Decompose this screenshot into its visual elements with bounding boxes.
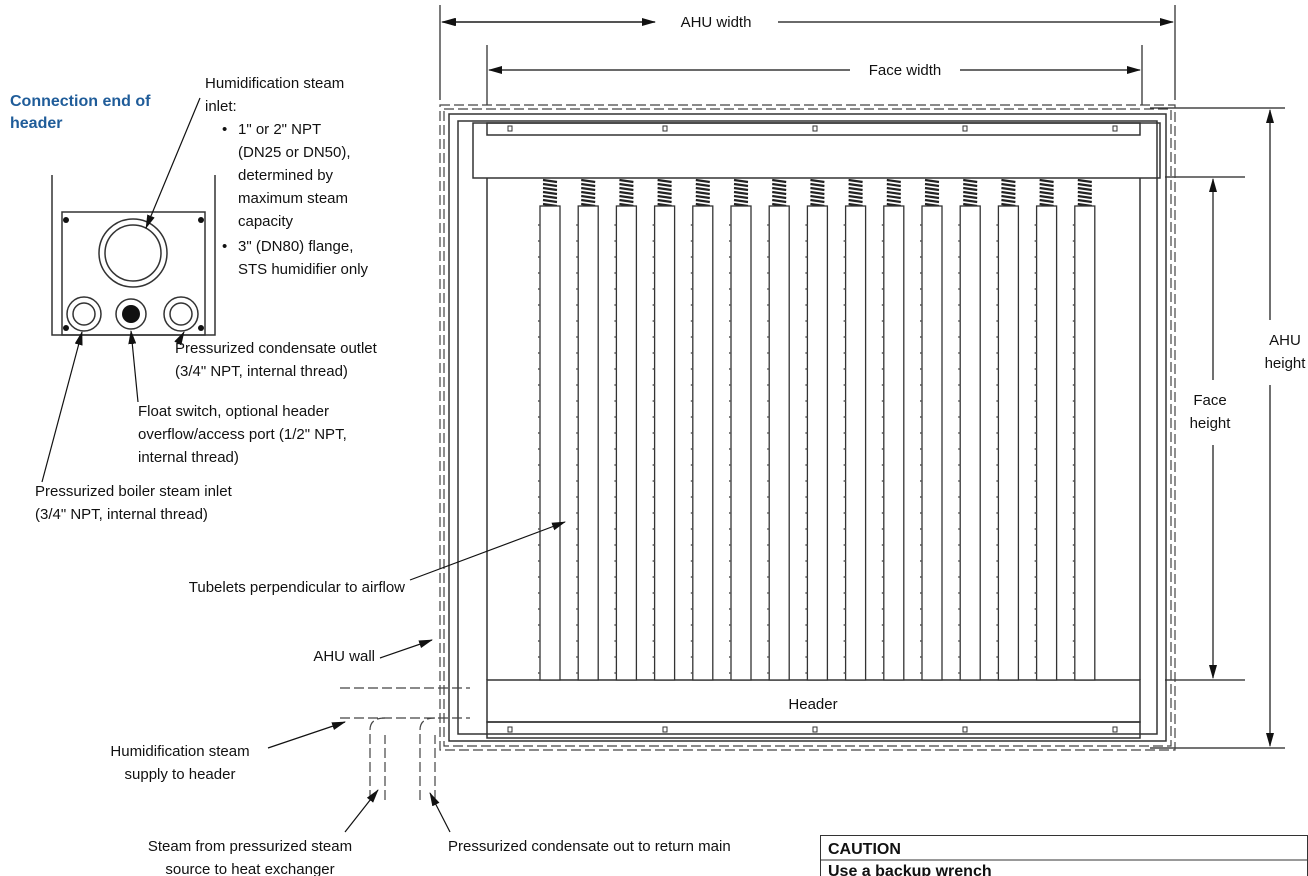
tubelet-body <box>768 205 790 681</box>
condensate-outlet: Pressurized condensate outlet (3/4" NPT, … <box>175 340 378 380</box>
bullet-text: 1" or 2" NPT (DN25 or DN50), determined by… <box>238 121 351 230</box>
tubelet-spring <box>810 178 825 208</box>
tubelet <box>1034 178 1058 681</box>
bullet: • <box>222 238 227 255</box>
tubelet <box>729 178 752 681</box>
ahu-unit: Header <box>439 104 1176 751</box>
bolt <box>1112 125 1118 132</box>
tubelet-spring <box>581 178 596 208</box>
tubelet <box>576 178 599 681</box>
steam-supply: Humidification steam supply to header <box>110 743 249 783</box>
ahu-height: AHU height <box>1265 332 1307 372</box>
steam-source: Steam from pressurized steam source to he… <box>148 838 352 876</box>
tubelet-spring <box>542 178 558 208</box>
condensate-return: Pressurized condensate out to return mai… <box>448 838 731 855</box>
bullet-text: 3" (DN80) flange, STS humidifier only <box>238 238 369 278</box>
tubelet-body <box>577 205 599 681</box>
tubelet-body <box>959 205 981 681</box>
tubelets: Tubelets perpendicular to airflow <box>189 579 405 596</box>
bolt <box>662 125 668 132</box>
tubelet-spring <box>963 178 978 208</box>
tubelet-spring <box>657 178 672 208</box>
tubelet-body <box>1074 205 1096 681</box>
tubelet <box>843 178 867 681</box>
tubelet-body <box>615 205 638 681</box>
tubelet <box>996 178 1020 681</box>
tubelet-body <box>730 205 752 681</box>
header-label: Header <box>788 696 837 713</box>
bolt <box>1112 726 1118 733</box>
tubelet-body <box>997 205 1020 681</box>
boiler-inlet: Pressurized boiler steam inlet (3/4" NPT,… <box>35 483 233 523</box>
tubelet-body <box>883 205 905 681</box>
tubelet-body <box>692 205 714 681</box>
face-height: Face height <box>1190 392 1232 432</box>
caution-title: CAUTION <box>828 841 901 858</box>
float-switch: Float switch, optional header overflow/ac… <box>138 403 347 466</box>
tubelet-body <box>1035 205 1058 681</box>
tubelet-body <box>806 205 829 681</box>
inset-title: Connection end of header <box>10 93 151 132</box>
ahu-wall: AHU wall <box>313 648 375 665</box>
tubelet-body <box>653 205 676 681</box>
dimensions: AHU width Face width AHU height Face heigh… <box>439 5 1307 749</box>
bolt <box>507 125 513 132</box>
tubelet <box>614 178 638 681</box>
tubelet-body <box>921 205 943 681</box>
caution-box: CAUTION Use a backup wrench <box>820 835 1308 876</box>
tubelet-body <box>844 205 867 681</box>
tubelet <box>1072 178 1096 681</box>
tubelet <box>958 178 981 681</box>
bolt <box>812 125 818 132</box>
tubelet <box>538 178 561 681</box>
ahu-width: AHU width <box>681 14 752 31</box>
caution-text: Use a backup wrench <box>828 863 992 876</box>
tubelet <box>881 178 905 681</box>
tubelet-spring <box>924 178 940 208</box>
tubelet <box>690 178 714 681</box>
face-width: Face width <box>869 62 942 79</box>
tubelet <box>767 178 790 681</box>
bolt <box>507 726 513 733</box>
tubelet-spring <box>1039 178 1054 208</box>
tubelet <box>805 178 829 681</box>
tubelet <box>652 178 676 681</box>
steam-inlet-heading: Humidification steam inlet: <box>205 75 344 115</box>
tubelet-body <box>539 205 561 681</box>
piping <box>340 687 470 800</box>
inset-drawing <box>51 175 216 336</box>
tubelet-spring <box>1001 178 1016 208</box>
bolt <box>962 726 968 733</box>
tubelet-spring <box>619 178 634 208</box>
bullet: • <box>222 121 227 138</box>
tubelet-spring <box>886 178 901 208</box>
bolt <box>812 726 818 733</box>
tubelet-spring <box>1077 178 1092 208</box>
tubelet-spring <box>772 178 787 208</box>
tubelet-spring <box>695 178 710 208</box>
tubelet-spring <box>848 178 863 208</box>
tubelet <box>920 178 943 681</box>
tubelet-spring <box>733 178 749 208</box>
bolt <box>962 125 968 132</box>
bolt <box>662 726 668 733</box>
